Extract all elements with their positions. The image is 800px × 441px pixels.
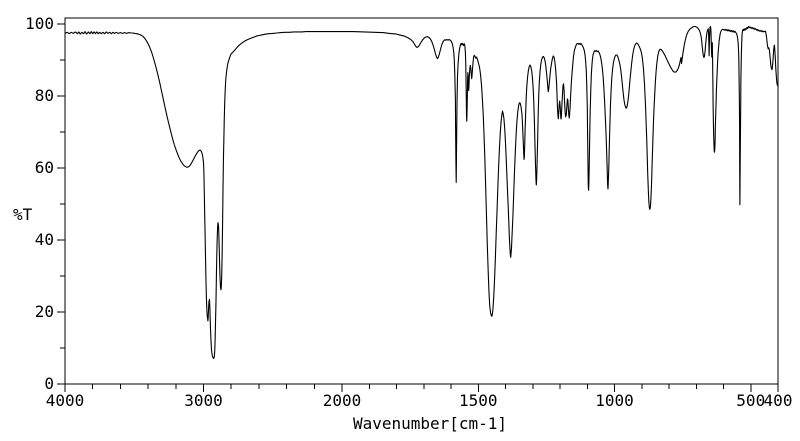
y-tick-label: 60	[35, 158, 54, 177]
y-axis-title: %T	[13, 205, 33, 224]
x-tick-label: 1500	[459, 391, 498, 410]
x-tick-label: 1000	[595, 391, 634, 410]
plot-frame	[64, 17, 779, 385]
x-tick-label: 400	[764, 391, 793, 410]
y-tick-label: 80	[35, 86, 54, 105]
x-axis-title: Wavenumber[cm-1]	[353, 414, 507, 433]
axis-ticks	[57, 23, 779, 392]
x-tick-label: 4000	[46, 391, 85, 410]
spectrum-line	[64, 25, 779, 359]
x-tick-label: 2000	[323, 391, 362, 410]
y-tick-label: 20	[35, 302, 54, 321]
x-tick-label: 3000	[184, 391, 223, 410]
x-tick-label: 500	[736, 391, 765, 410]
y-tick-label: 40	[35, 230, 54, 249]
y-tick-label: 100	[25, 14, 54, 33]
y-tick-label: 0	[44, 374, 54, 393]
